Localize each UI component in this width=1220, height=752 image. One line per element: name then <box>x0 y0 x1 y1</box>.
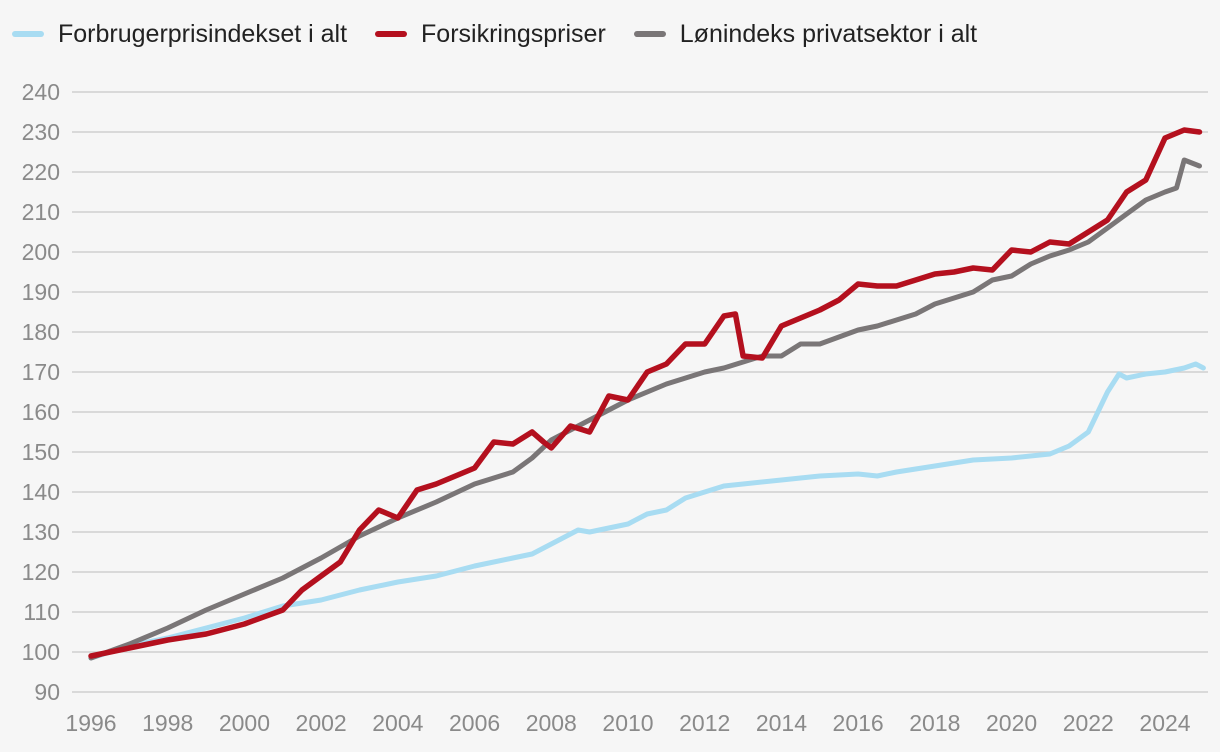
x-tick-label-1998: 1998 <box>142 710 193 736</box>
y-tick-label-190: 190 <box>22 279 60 305</box>
x-tick-label-2014: 2014 <box>756 710 807 736</box>
x-tick-label-2008: 2008 <box>526 710 577 736</box>
y-tick-label-220: 220 <box>22 159 60 185</box>
x-tick-label-2010: 2010 <box>602 710 653 736</box>
legend-swatch-cpi <box>12 31 44 37</box>
y-tick-label-120: 120 <box>22 559 60 585</box>
y-tick-label-240: 240 <box>22 79 60 105</box>
legend-item-cpi: Forbrugerprisindekset i alt <box>12 20 347 49</box>
x-tick-label-2000: 2000 <box>219 710 270 736</box>
y-tick-label-180: 180 <box>22 319 60 345</box>
legend-swatch-wages <box>633 31 666 37</box>
series-line-cpi <box>88 361 1206 661</box>
legend-item-wages: Lønindeks privatsektor i alt <box>633 19 978 49</box>
y-tick-label-210: 210 <box>22 199 60 225</box>
x-tick-label-2022: 2022 <box>1063 710 1114 736</box>
y-tick-label-90: 90 <box>34 679 60 705</box>
series-line-wages <box>88 157 1202 661</box>
x-tick-label-2018: 2018 <box>909 710 960 736</box>
series-line-insurance <box>88 127 1203 659</box>
y-tick-label-230: 230 <box>22 119 60 145</box>
y-tick-label-150: 150 <box>22 439 60 465</box>
y-tick-label-160: 160 <box>22 399 60 425</box>
legend-item-insurance: Forsikringspriser <box>375 20 606 49</box>
y-tick-label-170: 170 <box>22 359 60 385</box>
chart-legend: Forbrugerprisindekset i alt Forsikringsp… <box>12 14 1005 54</box>
x-tick-label-2002: 2002 <box>296 710 347 736</box>
x-tick-label-2016: 2016 <box>833 710 884 736</box>
x-tick-label-2004: 2004 <box>372 710 423 736</box>
x-tick-label-1996: 1996 <box>65 710 116 736</box>
x-tick-label-2006: 2006 <box>449 710 500 736</box>
x-tick-label-2012: 2012 <box>679 710 730 736</box>
y-tick-label-110: 110 <box>23 599 60 625</box>
y-tick-label-140: 140 <box>22 479 60 505</box>
y-tick-label-200: 200 <box>22 239 60 265</box>
legend-label-cpi: Forbrugerprisindekset i alt <box>58 19 348 48</box>
legend-label-insurance: Forsikringspriser <box>421 19 606 48</box>
y-tick-label-100: 100 <box>22 639 60 665</box>
x-tick-label-2020: 2020 <box>986 710 1037 736</box>
legend-label-wages: Lønindeks privatsektor i alt <box>679 19 978 48</box>
y-tick-label-130: 130 <box>22 519 60 545</box>
legend-swatch-insurance <box>375 31 408 37</box>
x-tick-label-2024: 2024 <box>1139 710 1190 736</box>
